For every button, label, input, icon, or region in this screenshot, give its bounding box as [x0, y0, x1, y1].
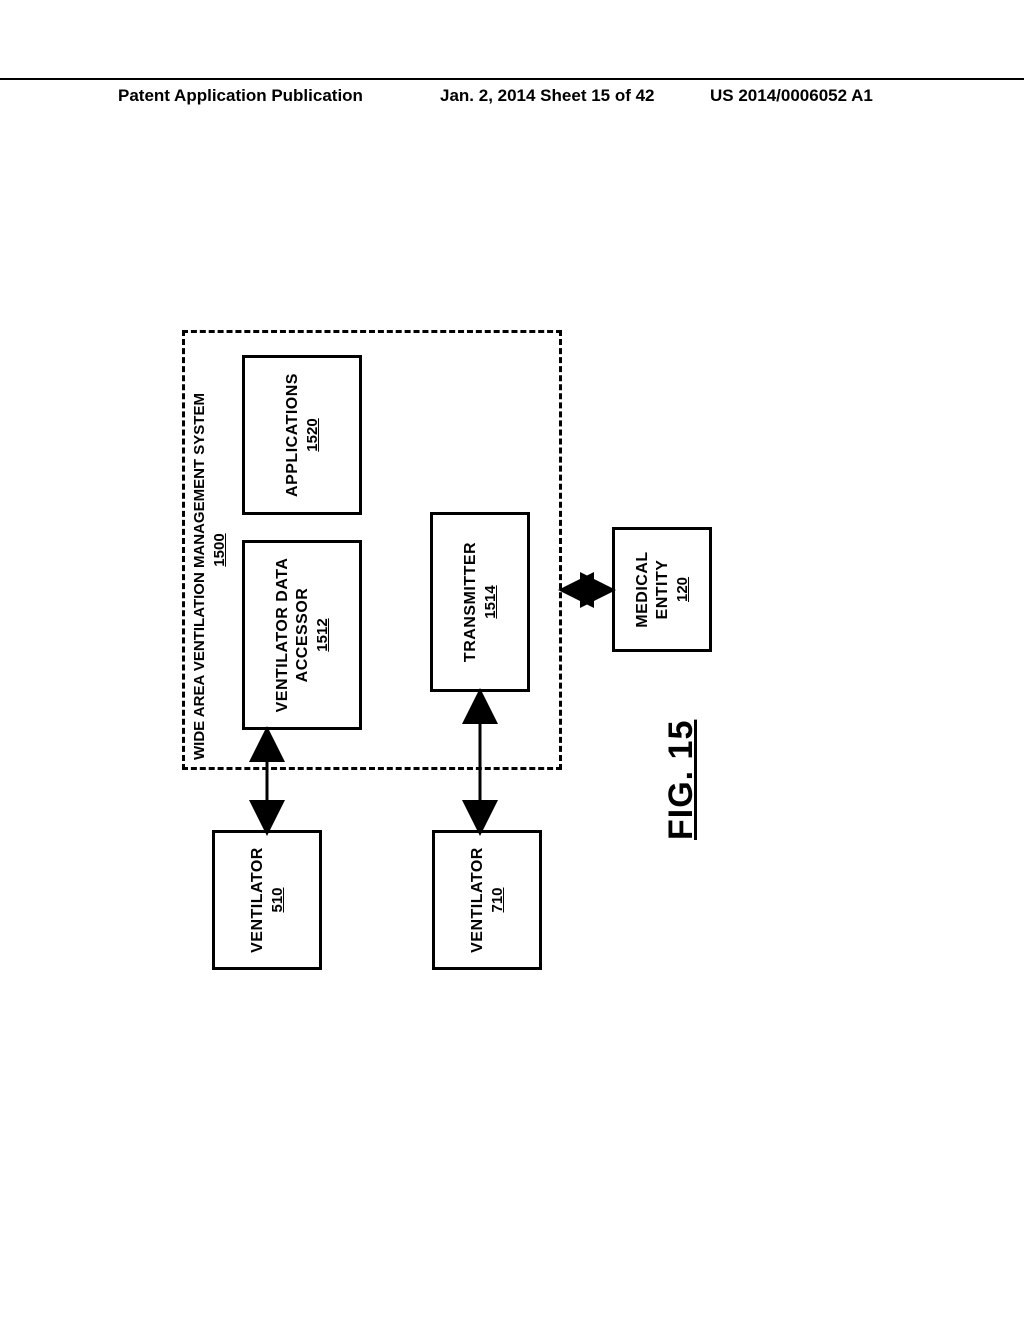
figure-label: FIG. 15	[662, 720, 701, 840]
page: Patent Application Publication Jan. 2, 2…	[0, 0, 1024, 1320]
header-left: Patent Application Publication	[118, 86, 363, 106]
header-right: US 2014/0006052 A1	[710, 86, 873, 106]
arrows-layer	[152, 230, 872, 990]
header-center: Jan. 2, 2014 Sheet 15 of 42	[440, 86, 655, 106]
page-header: Patent Application Publication Jan. 2, 2…	[0, 78, 1024, 86]
diagram-rotated: WIDE AREA VENTILATION MANAGEMENT SYSTEM …	[152, 230, 872, 990]
